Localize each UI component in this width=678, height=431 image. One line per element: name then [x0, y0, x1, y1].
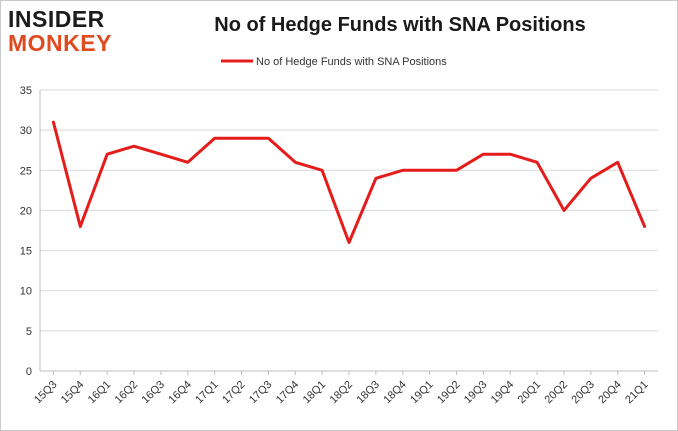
x-tick-label: 17Q2	[220, 379, 248, 407]
data-point	[428, 168, 432, 172]
x-tick-label: 19Q4	[489, 379, 517, 407]
x-tick-label: 20Q4	[596, 379, 624, 407]
legend-label: No of Hedge Funds with SNA Positions	[256, 56, 447, 68]
data-point	[562, 208, 566, 212]
x-tick-label: 18Q2	[328, 379, 356, 407]
data-point	[240, 136, 244, 140]
x-tick-label: 18Q4	[381, 379, 409, 407]
data-point	[213, 136, 217, 140]
x-tick-label: 19Q2	[435, 379, 463, 407]
x-tick-label: 17Q3	[247, 379, 275, 407]
data-point	[132, 144, 136, 148]
legend: No of Hedge Funds with SNA Positions	[221, 56, 447, 68]
x-tick-label: 20Q2	[543, 379, 571, 407]
logo-line-2: MONKEY	[8, 30, 112, 56]
y-tick-label: 15	[20, 246, 32, 258]
data-point	[643, 224, 647, 228]
x-tick-label: 19Q1	[408, 379, 436, 407]
data-point	[616, 160, 620, 164]
series-layer	[51, 120, 647, 245]
data-point	[293, 160, 297, 164]
x-tick-label: 16Q3	[140, 379, 168, 407]
data-point	[508, 152, 512, 156]
data-point	[105, 152, 109, 156]
y-tick-label: 30	[20, 125, 32, 137]
x-tick-label: 19Q3	[462, 379, 490, 407]
series-line	[51, 120, 647, 244]
x-tick-label: 18Q1	[301, 379, 329, 407]
data-point	[320, 168, 324, 172]
y-tick-label: 10	[20, 286, 32, 298]
grid	[39, 89, 658, 372]
y-tick-label: 0	[26, 366, 32, 378]
data-point	[78, 224, 82, 228]
x-tick-label: 21Q1	[623, 379, 651, 407]
chart-title: No of Hedge Funds with SNA Positions	[214, 14, 586, 36]
x-axis-ticks: 15Q3 15Q4 16Q1 16Q2 16Q3 16Q4 17Q1 17Q2 17Q3 17Q4…	[32, 371, 651, 406]
x-tick-label: 15Q3	[32, 379, 60, 407]
x-tick-label: 16Q4	[166, 379, 194, 407]
y-tick-label: 20	[20, 205, 32, 217]
data-point	[347, 241, 351, 245]
data-point	[481, 152, 485, 156]
x-tick-label: 18Q3	[354, 379, 382, 407]
data-point	[401, 168, 405, 172]
x-tick-label: 15Q4	[59, 379, 87, 407]
y-tick-label: 25	[20, 165, 32, 177]
insider-monkey-logo: INSIDER MONKEY	[8, 8, 126, 55]
y-axis-ticks: 0 5 10 15 20 25 30 35	[20, 85, 32, 378]
data-point	[266, 136, 270, 140]
x-tick-label: 16Q2	[113, 379, 141, 407]
data-point	[535, 160, 539, 164]
data-point	[589, 176, 593, 180]
x-tick-label: 17Q1	[193, 379, 221, 407]
x-tick-label: 16Q1	[86, 379, 114, 407]
y-tick-label: 5	[26, 326, 32, 338]
y-tick-label: 35	[20, 85, 32, 97]
data-point	[51, 120, 55, 124]
x-tick-label: 17Q4	[274, 379, 302, 407]
data-point	[186, 160, 190, 164]
logo-line-1: INSIDER	[8, 6, 105, 32]
data-point	[159, 152, 163, 156]
x-tick-label: 20Q3	[569, 379, 597, 407]
x-tick-label: 20Q1	[516, 379, 544, 407]
data-point	[454, 168, 458, 172]
data-point	[374, 176, 378, 180]
